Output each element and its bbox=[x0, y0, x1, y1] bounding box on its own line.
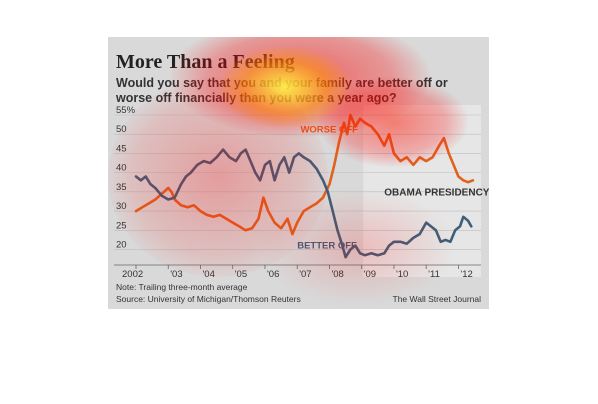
chart-source: Source: University of Michigan/Thomson R… bbox=[116, 294, 301, 304]
x-tick-label: 2002 bbox=[122, 269, 143, 280]
series-label: WORSE OFF bbox=[300, 124, 358, 135]
y-tick-label: 35 bbox=[116, 182, 127, 193]
region-label: OBAMA PRESIDENCY bbox=[384, 188, 489, 199]
x-tick-label: '07 bbox=[299, 269, 311, 280]
y-tick-label: 50 bbox=[116, 124, 127, 135]
line-chart: 20 25 30 35 40 45 50 55% 2002 '03 '04 '05 '06 '07 '08 '… bbox=[114, 105, 489, 280]
series-line bbox=[134, 148, 473, 259]
x-tick-label: '12 bbox=[460, 269, 472, 280]
y-tick-label: 40 bbox=[116, 163, 127, 174]
y-tick-label: 55% bbox=[116, 105, 136, 116]
chart-note: Note: Trailing three-month average bbox=[116, 282, 248, 292]
x-tick-label: '08 bbox=[331, 269, 343, 280]
x-tick-label: '06 bbox=[267, 269, 279, 280]
chart-credit: The Wall Street Journal bbox=[392, 294, 482, 304]
series-label: BETTER OFF bbox=[297, 240, 357, 251]
x-tick-label: '11 bbox=[428, 269, 440, 280]
y-tick-label: 20 bbox=[116, 239, 127, 250]
x-tick-label: '09 bbox=[364, 269, 376, 280]
y-tick-label: 45 bbox=[116, 143, 127, 154]
chart-card: More Than a Feeling Would you say that y… bbox=[108, 37, 489, 309]
x-tick-label: '04 bbox=[202, 269, 214, 280]
x-tick-label: '10 bbox=[396, 269, 408, 280]
y-tick-label: 25 bbox=[116, 220, 127, 231]
y-tick-label: 30 bbox=[116, 201, 127, 212]
x-tick-label: '03 bbox=[170, 269, 182, 280]
x-tick-label: '05 bbox=[235, 269, 247, 280]
